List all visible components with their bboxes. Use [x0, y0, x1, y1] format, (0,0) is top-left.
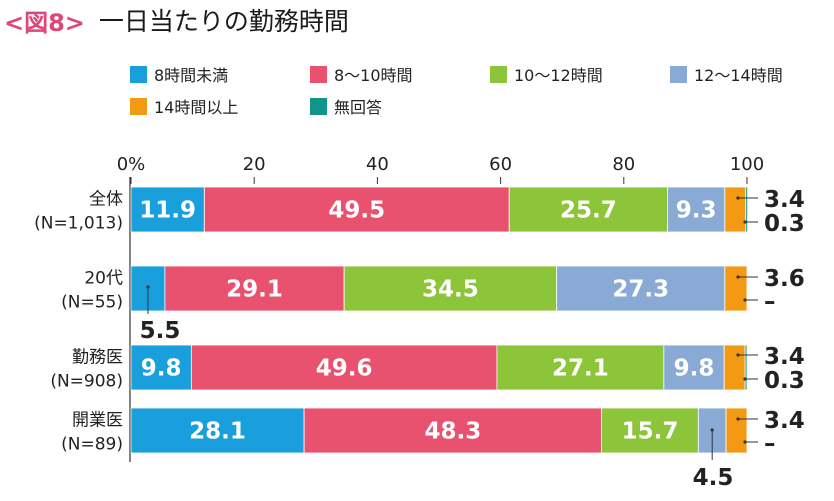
- category-n-label: (N=1,013): [34, 214, 123, 234]
- leader-dot: [146, 285, 150, 289]
- bar-segment: [508, 186, 668, 233]
- chart-title: 一日当たりの勤務時間: [98, 7, 349, 36]
- leader-dot: [743, 298, 747, 302]
- leader-dot: [743, 220, 747, 224]
- category-label: 開業医: [72, 411, 123, 431]
- data-label: 9.8: [674, 356, 715, 382]
- legend-swatch: [130, 97, 147, 115]
- bar-segment: [343, 265, 558, 312]
- leader-dot: [736, 196, 740, 200]
- legend-swatch: [310, 65, 327, 83]
- figure-number: <図8>: [4, 8, 85, 37]
- data-label: 29.1: [226, 277, 283, 303]
- leader-dot: [736, 353, 740, 357]
- legend-item: 14時間以上: [130, 94, 238, 118]
- legend-swatch: [670, 65, 687, 83]
- data-label: 9.8: [141, 356, 182, 382]
- bar-segment: [724, 265, 748, 312]
- legend-swatch: [130, 65, 147, 83]
- data-label: –: [764, 431, 776, 457]
- bar-segment: [556, 265, 726, 312]
- category-label: 20代: [84, 269, 123, 289]
- legend-label: 10～12時間: [514, 66, 603, 85]
- data-label: 27.1: [552, 356, 609, 382]
- data-label: 9.3: [676, 198, 717, 224]
- x-tick-label: 60: [489, 154, 512, 175]
- data-label: 28.1: [189, 419, 246, 445]
- data-label: 49.5: [328, 198, 385, 224]
- data-label: 0.3: [764, 368, 805, 394]
- legend-swatch: [310, 97, 327, 115]
- bar-segment: [724, 186, 747, 233]
- data-label: 27.3: [612, 277, 669, 303]
- bar-segment: [190, 344, 498, 391]
- legend-label: 無回答: [334, 98, 383, 117]
- leader-dot: [736, 417, 740, 421]
- data-label: 34.5: [422, 277, 479, 303]
- data-label: 15.7: [622, 419, 679, 445]
- bar-segment: [725, 407, 748, 454]
- bar-segment: [130, 407, 305, 454]
- legend-label: 8～10時間: [334, 66, 413, 85]
- category-n-label: (N=89): [61, 435, 123, 455]
- data-label: 11.9: [139, 198, 196, 224]
- data-label: 3.6: [764, 266, 805, 292]
- legend-item: 8時間未満: [130, 62, 228, 86]
- leader-dot: [743, 377, 747, 381]
- data-label: 4.5: [693, 465, 734, 491]
- bar-segment: [601, 407, 699, 454]
- legend-label: 14時間以上: [154, 98, 239, 117]
- data-label: 3.4: [764, 344, 805, 370]
- x-tick-label: 0%: [117, 154, 146, 175]
- category-label: 勤務医: [72, 348, 123, 368]
- x-tick-label: 100: [730, 154, 764, 175]
- data-label: 3.4: [764, 408, 805, 434]
- legend-item: 無回答: [310, 94, 382, 118]
- data-label: 3.4: [764, 187, 805, 213]
- data-label: 0.3: [764, 211, 805, 237]
- legend-item: 10～12時間: [490, 62, 603, 86]
- chart-header: <図8> 一日当たりの勤務時間: [4, 2, 349, 38]
- x-tick-label: 80: [612, 154, 635, 175]
- bar-segment: [164, 265, 345, 312]
- bar-segment: [744, 344, 748, 391]
- legend-label: 8時間未満: [154, 66, 229, 85]
- bar-segment: [303, 407, 603, 454]
- category-n-label: (N=908): [50, 372, 123, 392]
- data-label: 49.6: [316, 356, 373, 382]
- bar-segment: [723, 344, 746, 391]
- bar-segment: [203, 186, 510, 233]
- bar-segment: [496, 344, 665, 391]
- leader-dot: [743, 440, 747, 444]
- bar-segment: [745, 186, 749, 233]
- leader-dot: [736, 275, 740, 279]
- x-tick-label: 40: [366, 154, 389, 175]
- legend-item: 8～10時間: [310, 62, 413, 86]
- data-label: 5.5: [140, 318, 181, 344]
- leader-dot: [710, 428, 714, 432]
- legend-swatch: [490, 65, 507, 83]
- x-tick-label: 20: [243, 154, 266, 175]
- data-label: 25.7: [560, 198, 617, 224]
- bar-segment: [130, 344, 192, 391]
- data-label: 48.3: [424, 419, 481, 445]
- legend-item: 12～14時間: [670, 62, 783, 86]
- data-label: –: [764, 289, 776, 315]
- category-n-label: (N=55): [61, 293, 123, 313]
- category-label: 全体: [89, 190, 123, 210]
- legend-label: 12～14時間: [694, 66, 783, 85]
